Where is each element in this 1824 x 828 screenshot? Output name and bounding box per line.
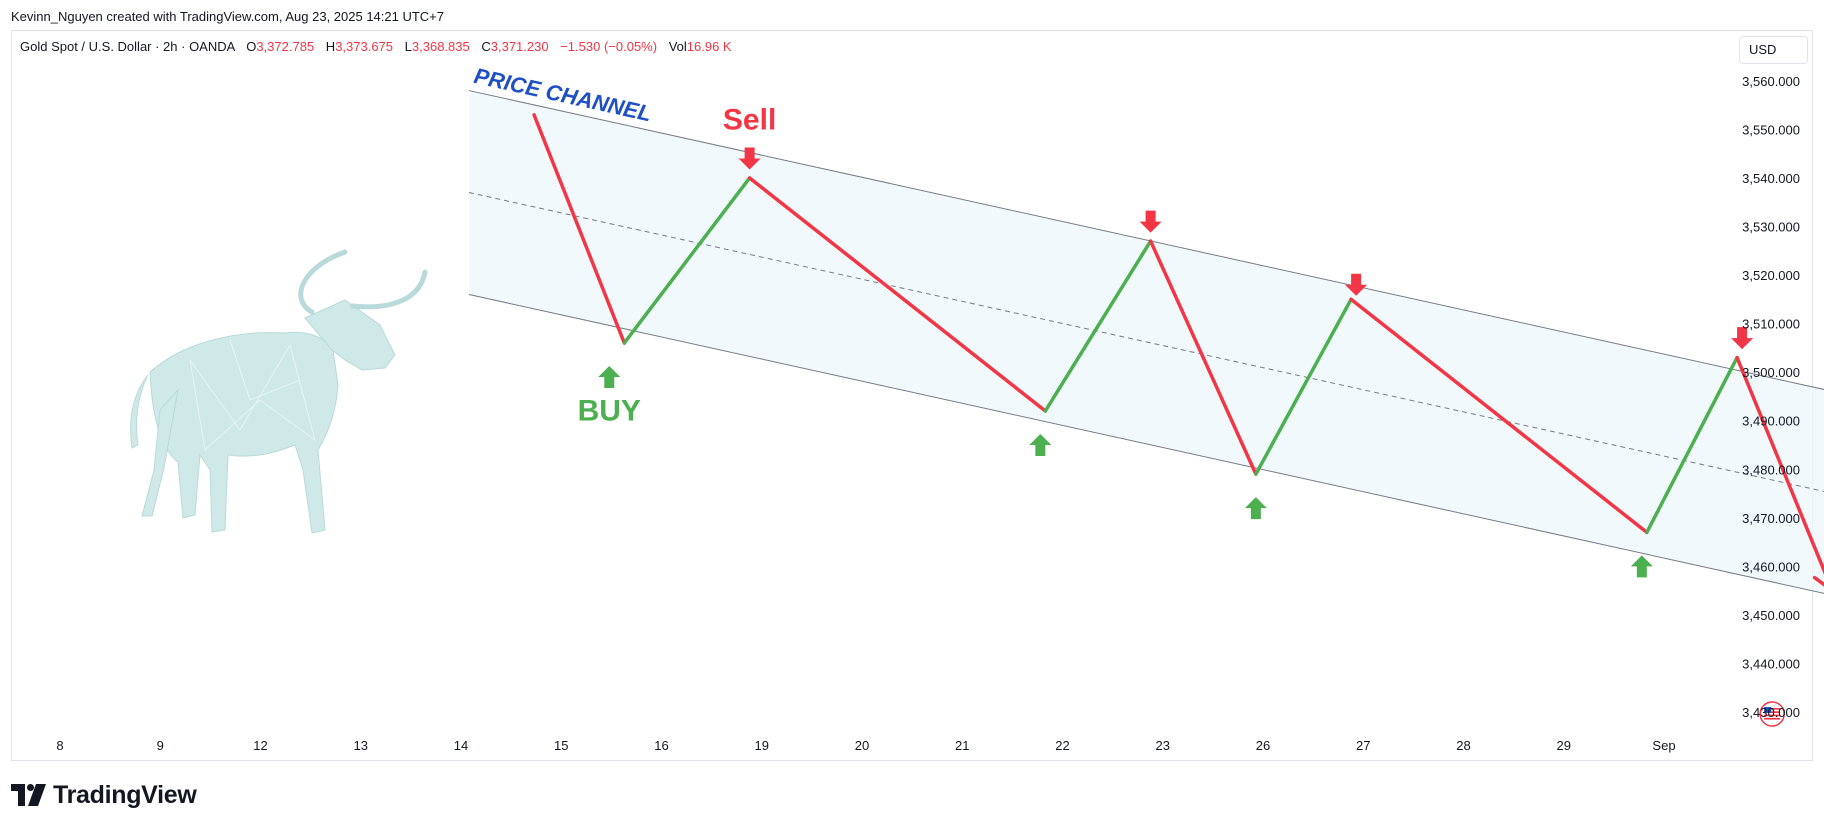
high-value: 3,373.675 xyxy=(335,39,394,54)
low-value: 3,368.835 xyxy=(411,39,470,54)
zigzag-path xyxy=(532,113,1824,587)
currency-button[interactable]: USD xyxy=(1739,36,1808,64)
brand-name: TradingView xyxy=(53,780,197,809)
flag-stripe xyxy=(1764,711,1781,713)
sell-label: Sell xyxy=(723,103,776,136)
y-tick-label: 3,510.000 xyxy=(1742,317,1800,332)
change-value: −1.530 (−0.05%) xyxy=(560,39,658,54)
buy-arrow-icon xyxy=(1029,433,1052,456)
x-tick-label: 21 xyxy=(955,738,969,753)
economic-events[interactable] xyxy=(1759,701,1824,727)
x-tick-label: 22 xyxy=(1055,738,1069,753)
zigzag-up-segment xyxy=(1254,297,1353,476)
volume-label: Vol xyxy=(668,39,687,54)
buy-label: BUY xyxy=(578,395,641,428)
open-label: O xyxy=(246,39,257,54)
zigzag-up-segment xyxy=(622,176,752,345)
x-tick-label: Sep xyxy=(1652,738,1675,753)
x-tick-label: 23 xyxy=(1156,738,1170,753)
flag-stripe xyxy=(1764,708,1781,710)
high-label: H xyxy=(325,39,336,54)
low-label: L xyxy=(404,39,412,54)
y-tick-label: 3,500.000 xyxy=(1742,365,1800,380)
y-tick-label: 3,520.000 xyxy=(1742,268,1800,283)
flag-canton xyxy=(1764,707,1772,713)
y-tick-label: 3,460.000 xyxy=(1742,559,1800,574)
tradingview-logo-icon xyxy=(11,784,46,806)
time-axis[interactable]: 8 9 12 13 14 15 16 19 20 21 22 23 26 27 28 29 Sep xyxy=(56,738,1675,753)
signal-arrows xyxy=(598,147,1754,578)
buy-arrow-icon xyxy=(1244,497,1267,520)
bull-icon xyxy=(130,249,428,534)
y-tick-label: 3,560.000 xyxy=(1742,74,1800,89)
x-tick-label: 12 xyxy=(253,738,267,753)
x-tick-label: 28 xyxy=(1456,738,1470,753)
sell-arrow-icon xyxy=(1139,210,1162,233)
flag-stripe xyxy=(1764,717,1781,720)
channel-upper-line xyxy=(468,90,1824,390)
channel-middle-line xyxy=(468,192,1824,492)
y-tick-label: 3,430.000 xyxy=(1742,705,1800,720)
buy-arrow-icon xyxy=(1630,555,1653,578)
x-tick-label: 9 xyxy=(157,738,164,753)
y-tick-label: 3,450.000 xyxy=(1742,608,1800,623)
y-tick-label: 3,440.000 xyxy=(1742,656,1800,671)
tradingview-brand[interactable]: TradingView xyxy=(11,780,197,810)
zigzag-down-segment xyxy=(1148,239,1258,476)
chart-credit: Kevinn_Nguyen created with TradingView.c… xyxy=(11,9,445,24)
zigzag-down-segment xyxy=(532,113,627,345)
close-label: C xyxy=(481,39,491,54)
trend-arrowhead xyxy=(1812,575,1824,587)
flag-stripe xyxy=(1764,714,1781,717)
x-tick-label: 26 xyxy=(1256,738,1270,753)
zigzag-up-segment xyxy=(1645,355,1739,535)
x-tick-label: 29 xyxy=(1557,738,1571,753)
channel-lower-line xyxy=(468,293,1824,594)
zigzag-down-segment xyxy=(747,176,1048,413)
x-tick-label: 20 xyxy=(855,738,869,753)
y-tick-label: 3,480.000 xyxy=(1742,462,1800,477)
price-axis[interactable]: 3,430.000 3,440.000 3,450.000 3,460.000 3,47… xyxy=(1742,74,1800,720)
x-tick-label: 13 xyxy=(354,738,368,753)
x-tick-label: 14 xyxy=(454,738,468,753)
y-tick-label: 3,470.000 xyxy=(1742,511,1800,526)
zigzag-down-segment xyxy=(1735,355,1824,575)
close-value: 3,371.230 xyxy=(490,39,549,54)
y-tick-label: 3,550.000 xyxy=(1742,122,1800,137)
y-tick-label: 3,540.000 xyxy=(1742,171,1800,186)
open-value: 3,372.785 xyxy=(256,39,315,54)
x-tick-label: 8 xyxy=(56,738,63,753)
x-tick-label: 16 xyxy=(654,738,668,753)
sell-arrow-icon xyxy=(738,147,761,170)
volume-value: 16.96 K xyxy=(686,39,732,54)
x-tick-label: 15 xyxy=(554,738,568,753)
x-tick-label: 27 xyxy=(1356,738,1370,753)
price-channel[interactable]: PRICE CHANNEL xyxy=(468,63,1824,629)
chart-annotations: Sell BUY xyxy=(578,103,777,427)
symbol-legend[interactable]: Gold Spot / U.S. Dollar · 2h · OANDA O3,… xyxy=(20,39,732,54)
us-flag-icon[interactable] xyxy=(1759,701,1785,727)
y-tick-label: 3,530.000 xyxy=(1742,220,1800,235)
y-tick-label: 3,490.000 xyxy=(1742,414,1800,429)
x-tick-label: 19 xyxy=(755,738,769,753)
sell-arrow-icon xyxy=(1345,273,1368,296)
buy-arrow-icon xyxy=(598,366,621,389)
sell-arrow-icon xyxy=(1731,327,1754,350)
zigzag-up-segment xyxy=(1043,239,1153,413)
symbol-name[interactable]: Gold Spot / U.S. Dollar · 2h · OANDA xyxy=(20,39,235,54)
zigzag-down-segment xyxy=(1349,297,1649,535)
